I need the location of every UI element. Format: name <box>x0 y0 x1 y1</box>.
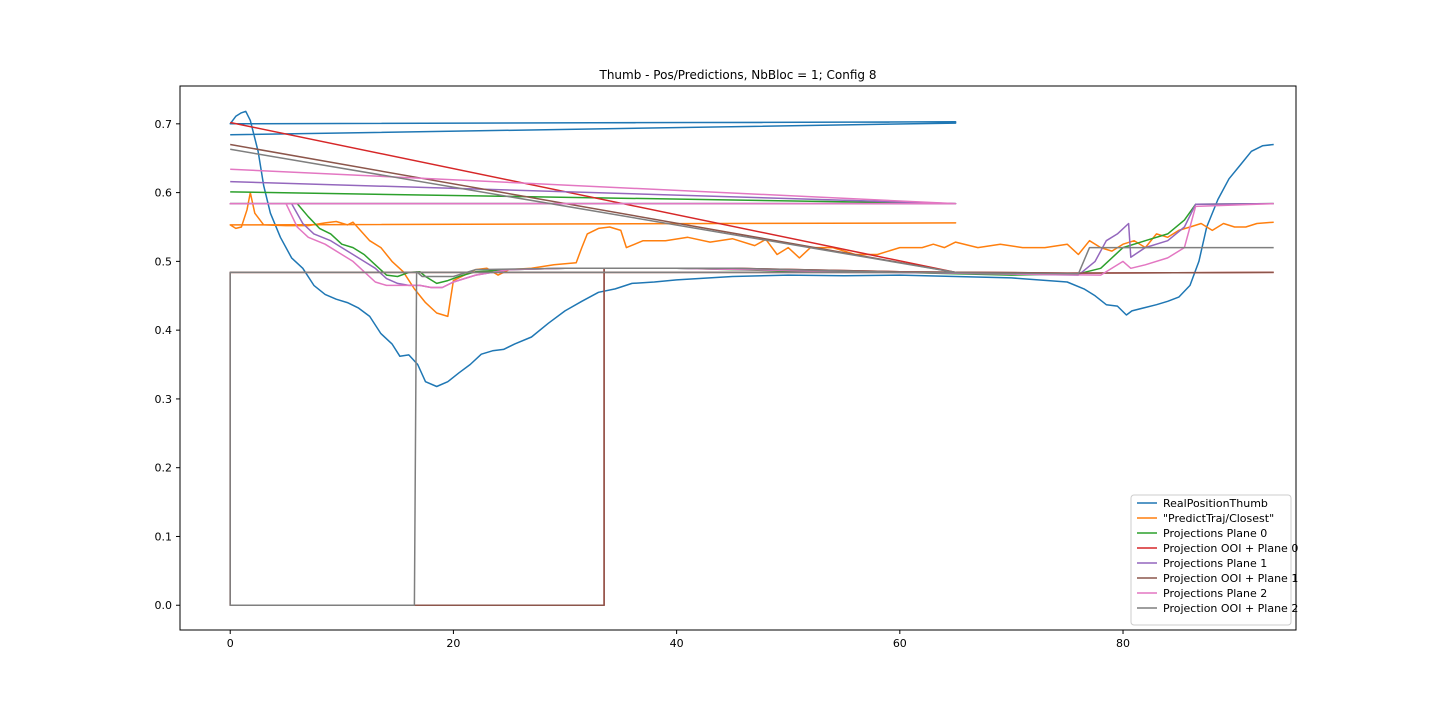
legend-label: Projection OOI + Plane 0 <box>1163 542 1298 555</box>
series-line-0 <box>229 110 1274 388</box>
series-line-7 <box>229 148 1274 606</box>
y-tick-label: 0.3 <box>155 393 173 406</box>
legend-box <box>1130 494 1292 626</box>
legend-label: Projections Plane 0 <box>1163 527 1267 540</box>
y-tick-label: 0.5 <box>155 255 173 268</box>
x-tick-label: 20 <box>446 637 460 650</box>
legend-label: Projection OOI + Plane 2 <box>1163 602 1298 615</box>
legend-label: RealPositionThumb <box>1163 497 1268 510</box>
x-tick-label: 60 <box>893 637 907 650</box>
y-tick-label: 0.7 <box>155 118 173 131</box>
legend-label: "PredictTraj/Closest" <box>1163 512 1274 525</box>
x-tick-label: 40 <box>670 637 684 650</box>
series-line-6 <box>229 168 1274 289</box>
y-tick-label: 0.6 <box>155 187 173 200</box>
x-tick-label: 0 <box>227 637 234 650</box>
legend: RealPositionThumb "PredictTraj/Closest" Pr… <box>1130 494 1298 626</box>
y-axis: 0.0 0.1 0.2 0.3 0.4 0.5 0.6 0.7 <box>155 118 180 612</box>
x-axis: 0 20 40 60 80 <box>227 630 1130 650</box>
y-tick-label: 0.2 <box>155 462 173 475</box>
series-layer <box>229 110 1274 606</box>
y-tick-label: 0.4 <box>155 324 173 337</box>
legend-label: Projection OOI + Plane 1 <box>1163 572 1298 585</box>
y-tick-label: 0.1 <box>155 530 173 543</box>
legend-label: Projections Plane 2 <box>1163 587 1267 600</box>
series-line-4 <box>229 180 1274 289</box>
series-line-5 <box>229 143 1274 606</box>
chart-title: Thumb - Pos/Predictions, NbBloc = 1; Con… <box>599 68 877 82</box>
series-line-2 <box>229 191 1274 285</box>
legend-label: Projections Plane 1 <box>1163 557 1267 570</box>
plot-frame <box>179 85 1297 631</box>
x-tick-label: 80 <box>1116 637 1130 650</box>
series-line-1 <box>229 191 1274 318</box>
y-tick-label: 0.0 <box>155 599 173 612</box>
